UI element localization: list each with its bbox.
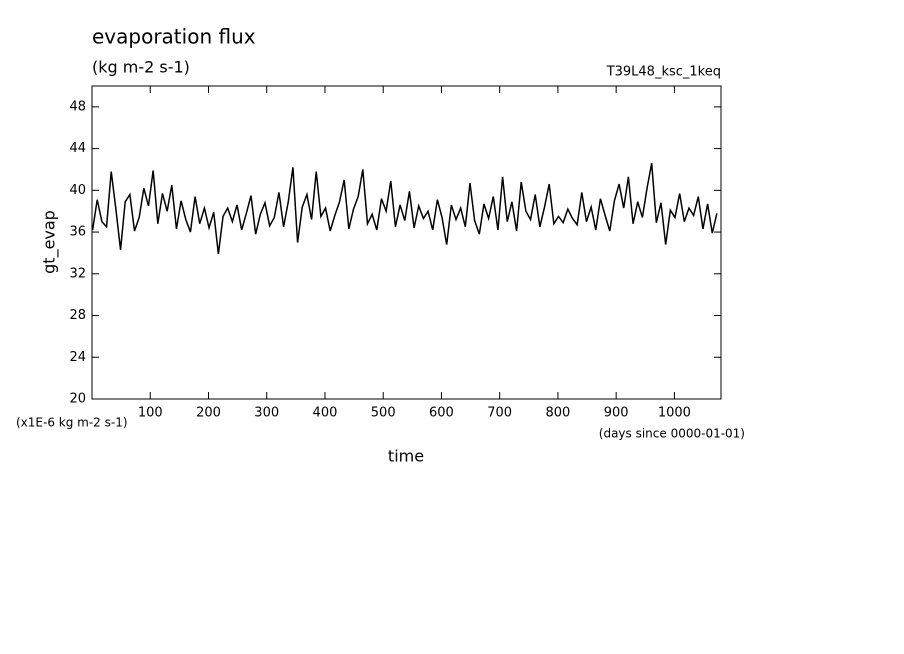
x-tick-label: 300 — [254, 406, 279, 421]
chart-subtitle: (kg m-2 s-1) — [92, 58, 190, 77]
y-tick-label: 40 — [69, 183, 86, 198]
annotation: T39L48_ksc_1keq — [606, 65, 721, 80]
x-tick-label: 1000 — [658, 406, 691, 421]
x-unit: (days since 0000-01-01) — [599, 427, 745, 441]
y-tick-label: 20 — [69, 392, 86, 407]
y-unit: (x1E-6 kg m-2 s-1) — [16, 416, 128, 430]
y-tick-label: 48 — [69, 99, 86, 114]
y-tick-label: 28 — [69, 308, 86, 323]
x-tick-label: 600 — [429, 406, 454, 421]
chart-title: evaporation flux — [92, 25, 256, 49]
x-tick-label: 400 — [313, 406, 338, 421]
y-tick-label: 36 — [69, 225, 86, 240]
x-tick-label: 800 — [546, 406, 571, 421]
y-axis-label: gt_evap — [40, 210, 60, 274]
plot-frame — [91, 85, 722, 400]
x-tick-label: 700 — [487, 406, 512, 421]
x-tick-label: 200 — [196, 406, 221, 421]
data-line — [91, 163, 718, 255]
x-axis-label: time — [388, 447, 424, 466]
y-tick-label: 24 — [69, 350, 86, 365]
y-tick-label: 44 — [69, 141, 86, 156]
x-tick-label: 500 — [371, 406, 396, 421]
y-tick-label: 32 — [69, 266, 86, 281]
x-tick-label: 900 — [604, 406, 629, 421]
x-tick-label: 100 — [138, 406, 163, 421]
